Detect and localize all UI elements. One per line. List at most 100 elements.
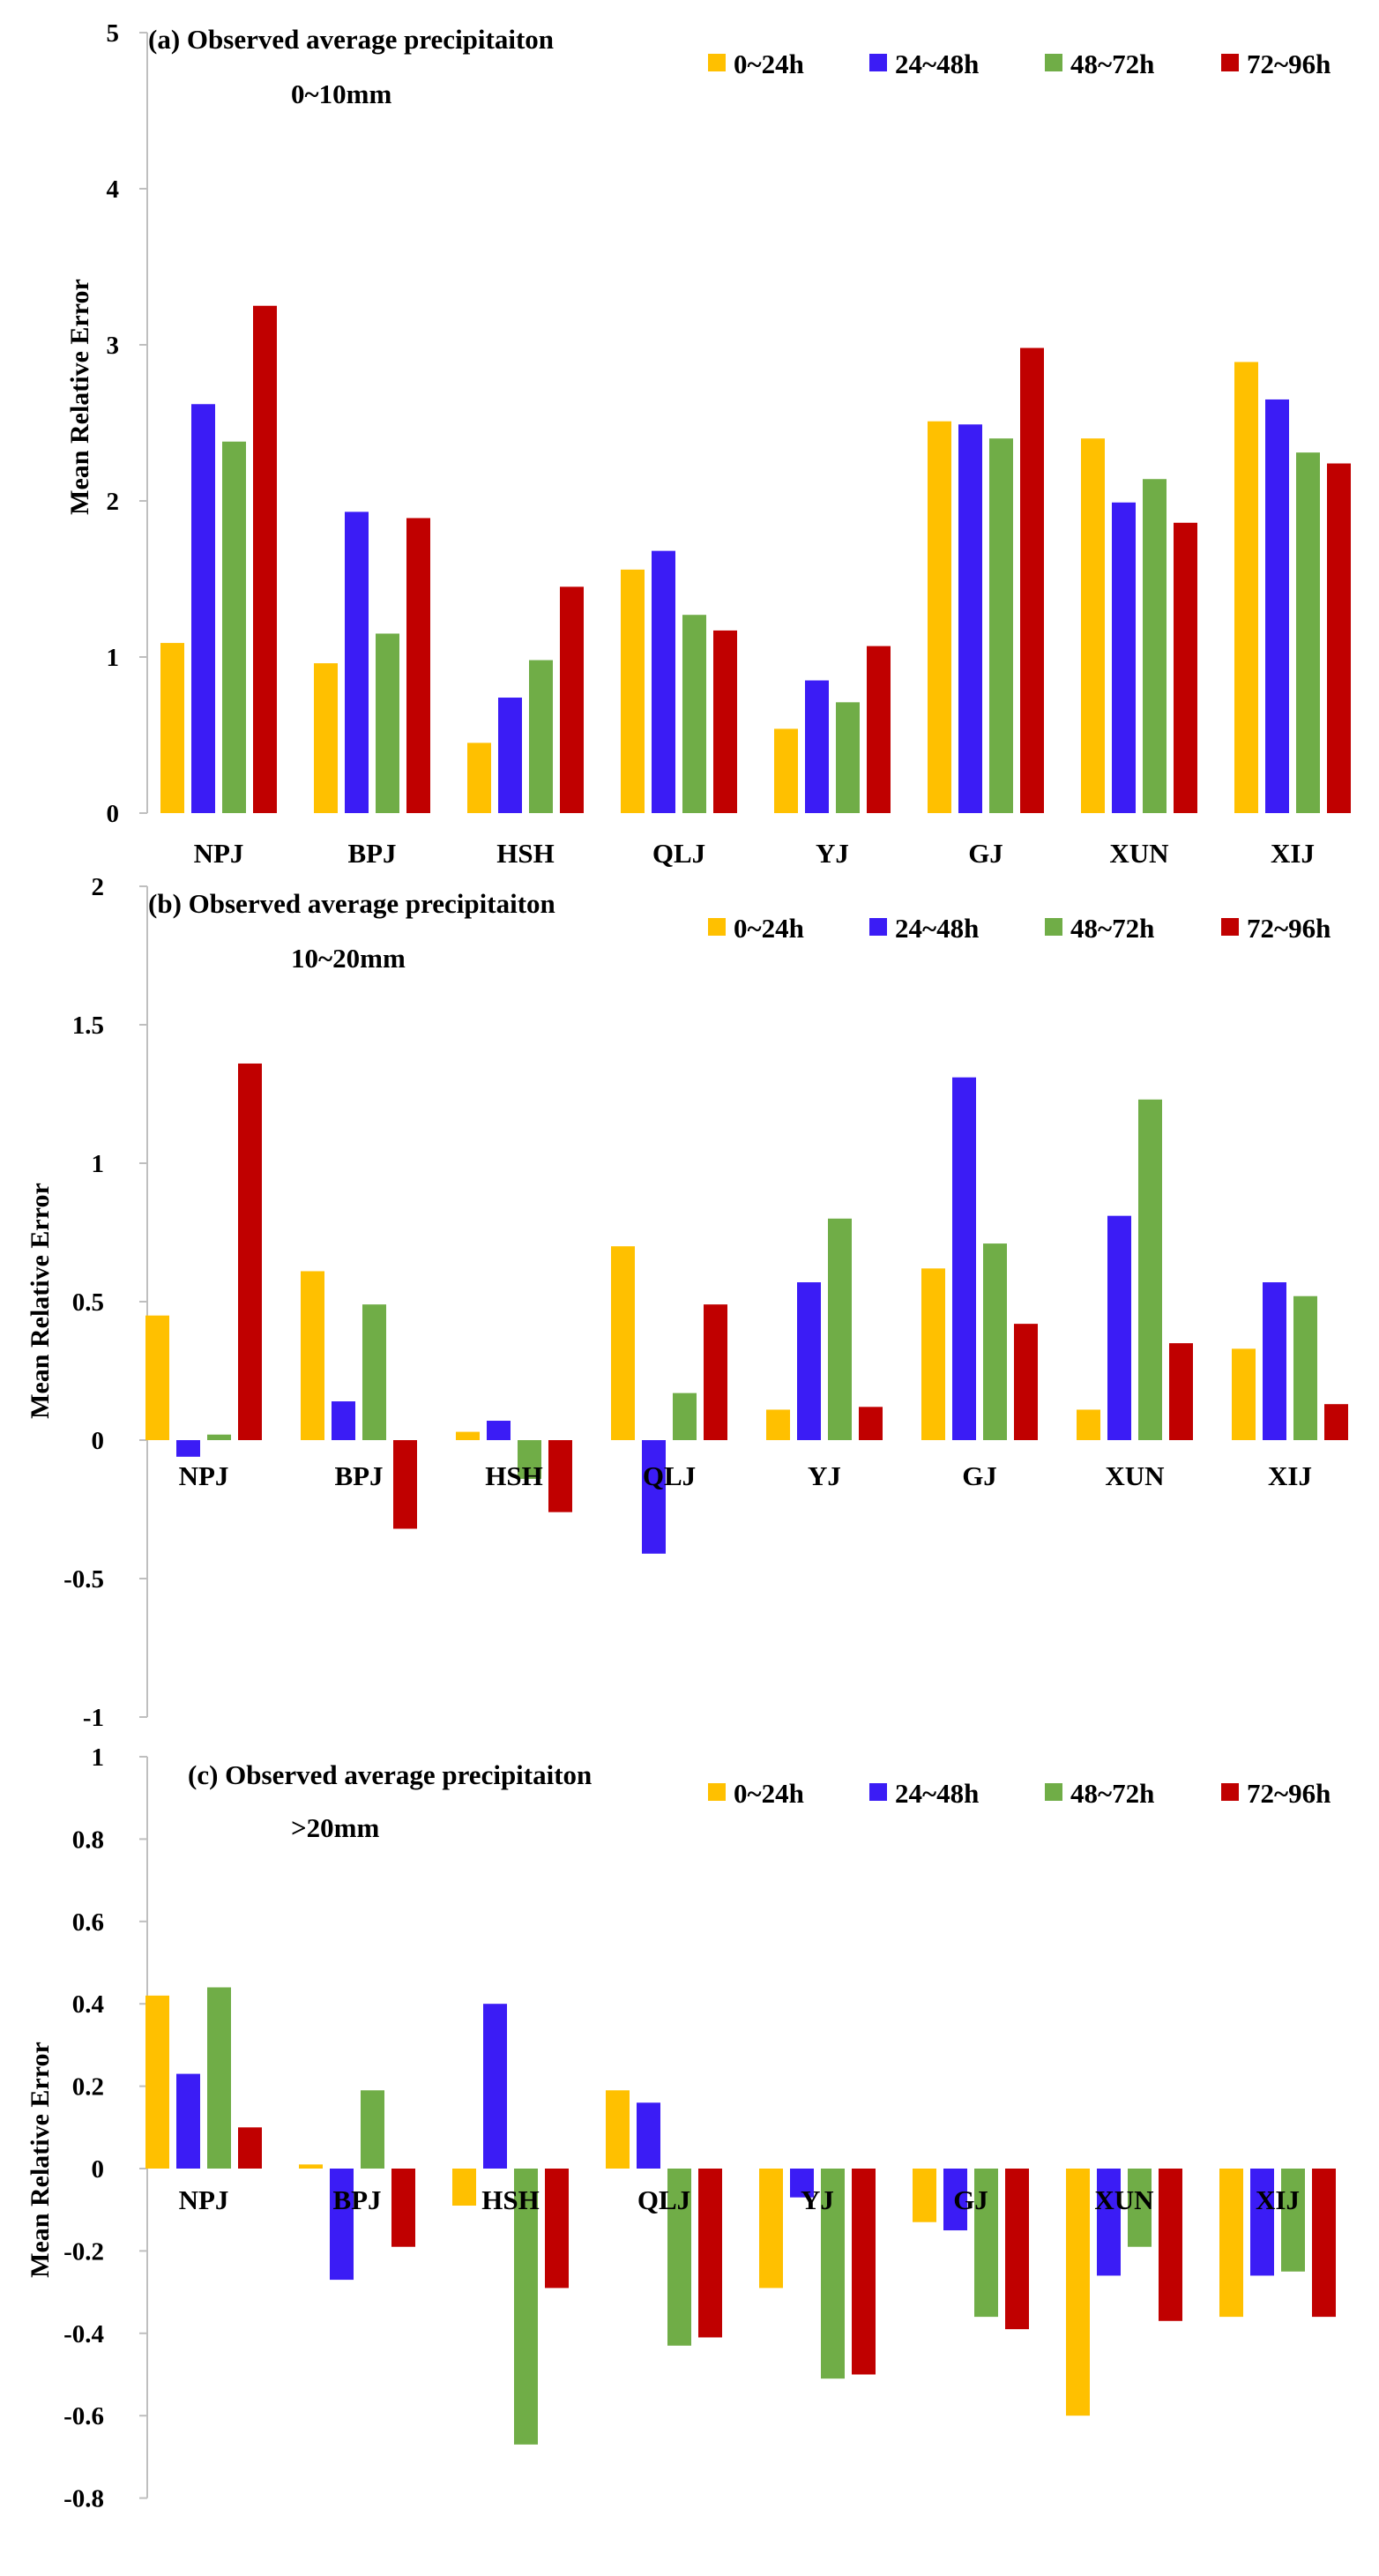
bar-xun-0-24h — [1066, 2169, 1090, 2416]
bar-xun-48-72h — [1143, 479, 1167, 813]
bar-xun-24-48h — [1112, 502, 1136, 813]
bar-npj-48-72h — [207, 1434, 231, 1440]
bar-yj-72-96h — [867, 646, 891, 813]
legend-swatch — [1221, 54, 1239, 71]
bar-yj-0-24h — [766, 1409, 790, 1440]
x-category-label: QLJ — [643, 1460, 696, 1491]
bar-yj-0-24h — [759, 2169, 783, 2289]
legend-label: 0~24h — [734, 913, 804, 944]
bar-xij-72-96h — [1327, 463, 1351, 813]
bar-bpj-24-48h — [345, 511, 369, 813]
y-axis-title: Mean Relative Error — [26, 1183, 55, 1419]
legend-swatch — [1045, 54, 1062, 71]
bar-xij-24-48h — [1250, 2169, 1274, 2276]
x-category-label: YJ — [808, 1460, 841, 1491]
bar-hsh-0-24h — [456, 1431, 480, 1440]
y-tick-label: 2 — [92, 873, 105, 901]
x-category-label: NPJ — [194, 838, 244, 869]
bar-bpj-0-24h — [299, 2164, 323, 2169]
bar-xij-48-72h — [1293, 1295, 1317, 1440]
x-category-label: YJ — [816, 838, 849, 869]
bar-xij-48-72h — [1296, 452, 1320, 813]
x-category-label: XUN — [1094, 2184, 1153, 2215]
bar-qlj-0-24h — [621, 569, 645, 813]
legend-swatch — [869, 54, 887, 71]
x-category-label: HSH — [481, 2184, 539, 2215]
bar-gj-72-96h — [1014, 1324, 1038, 1440]
bar-hsh-24-48h — [498, 698, 522, 813]
bar-bpj-48-72h — [376, 633, 399, 813]
x-category-label: GJ — [968, 838, 1003, 869]
y-tick-label: 0 — [92, 2155, 105, 2184]
bar-hsh-72-96h — [548, 1440, 572, 1512]
x-category-label: NPJ — [179, 1460, 229, 1491]
bar-xun-0-24h — [1081, 438, 1105, 813]
bar-gj-0-24h — [928, 421, 951, 813]
x-category-label: HSH — [485, 1460, 542, 1491]
bar-xun-72-96h — [1159, 2169, 1182, 2321]
bar-qlj-24-48h — [652, 550, 675, 813]
bar-xij-48-72h — [1281, 2169, 1305, 2272]
bar-gj-48-72h — [989, 438, 1013, 813]
bar-bpj-72-96h — [393, 1440, 417, 1529]
chart-b: -1 -0.5 0 0.5 1 1.5 2 Mean Relative Error (b) Ob… — [26, 873, 1348, 1732]
y-tick-label: 2 — [107, 488, 120, 516]
chart-c: -0.8 -0.6 -0.4 -0.2 0 0.2 0.4 0.6 0.8 1 Mean Relat… — [26, 1743, 1336, 2513]
chart-subtitle: 10~20mm — [291, 943, 406, 974]
chart-a: 0 1 2 3 4 5 Mean Relative Error (a) Observed av… — [65, 19, 1351, 869]
y-tick-label: -0.6 — [63, 2402, 104, 2430]
bar-xun-48-72h — [1128, 2169, 1152, 2247]
legend-swatch — [708, 54, 726, 71]
bar-qlj-72-96h — [704, 1304, 727, 1440]
bar-qlj-0-24h — [606, 2090, 630, 2169]
bar-xij-72-96h — [1324, 1404, 1348, 1440]
bar-gj-24-48h — [952, 1077, 976, 1440]
legend-label: 24~48h — [895, 49, 979, 79]
bar-bpj-24-48h — [330, 2169, 354, 2281]
bar-hsh-24-48h — [483, 2004, 507, 2169]
x-category-label: XIJ — [1271, 838, 1315, 869]
legend-label: 48~72h — [1070, 1778, 1154, 1809]
bar-yj-48-72h — [828, 1218, 852, 1440]
chart-subtitle: 0~10mm — [291, 78, 391, 109]
chart-subtitle: >20mm — [291, 1812, 379, 1843]
bar-xij-72-96h — [1312, 2169, 1336, 2318]
chart-title: (c) Observed average precipitaiton — [188, 1759, 592, 1790]
bar-xun-24-48h — [1107, 1215, 1131, 1440]
bar-gj-24-48h — [958, 424, 982, 813]
chart-title: (b) Observed average precipitaiton — [148, 888, 555, 919]
bar-yj-24-48h — [790, 2169, 814, 2198]
bar-qlj-72-96h — [698, 2169, 722, 2338]
y-tick-label: 4 — [107, 175, 120, 204]
bar-xij-0-24h — [1232, 1348, 1256, 1440]
bar-bpj-0-24h — [301, 1271, 324, 1440]
bar-xun-0-24h — [1077, 1409, 1100, 1440]
y-tick-label: -0.4 — [63, 2320, 104, 2348]
bar-bpj-48-72h — [362, 1304, 386, 1440]
legend-swatch — [708, 918, 726, 936]
y-tick-label: 0 — [92, 1427, 105, 1455]
bar-npj-72-96h — [238, 1063, 262, 1440]
legend-label: 48~72h — [1070, 913, 1154, 944]
bar-bpj-72-96h — [406, 518, 430, 813]
legend-label: 0~24h — [734, 49, 804, 79]
y-tick-label: 1 — [92, 1150, 105, 1178]
bar-gj-72-96h — [1005, 2169, 1029, 2330]
x-category-label: XIJ — [1268, 1460, 1312, 1491]
bar-gj-72-96h — [1020, 347, 1044, 813]
bar-xij-24-48h — [1265, 399, 1289, 813]
y-tick-label: 0.4 — [72, 1990, 104, 2019]
legend-label: 72~96h — [1247, 913, 1331, 944]
bar-yj-0-24h — [774, 728, 798, 813]
bar-npj-24-48h — [191, 404, 215, 813]
bar-qlj-0-24h — [611, 1246, 635, 1440]
x-category-label: BPJ — [334, 1460, 383, 1491]
y-tick-label: 0.8 — [72, 1826, 104, 1854]
legend-label: 24~48h — [895, 1778, 979, 1809]
bar-xun-24-48h — [1097, 2169, 1121, 2276]
bar-npj-24-48h — [176, 2073, 200, 2169]
legend-swatch — [869, 1783, 887, 1801]
legend-label: 72~96h — [1247, 49, 1331, 79]
bar-xun-48-72h — [1138, 1099, 1162, 1440]
